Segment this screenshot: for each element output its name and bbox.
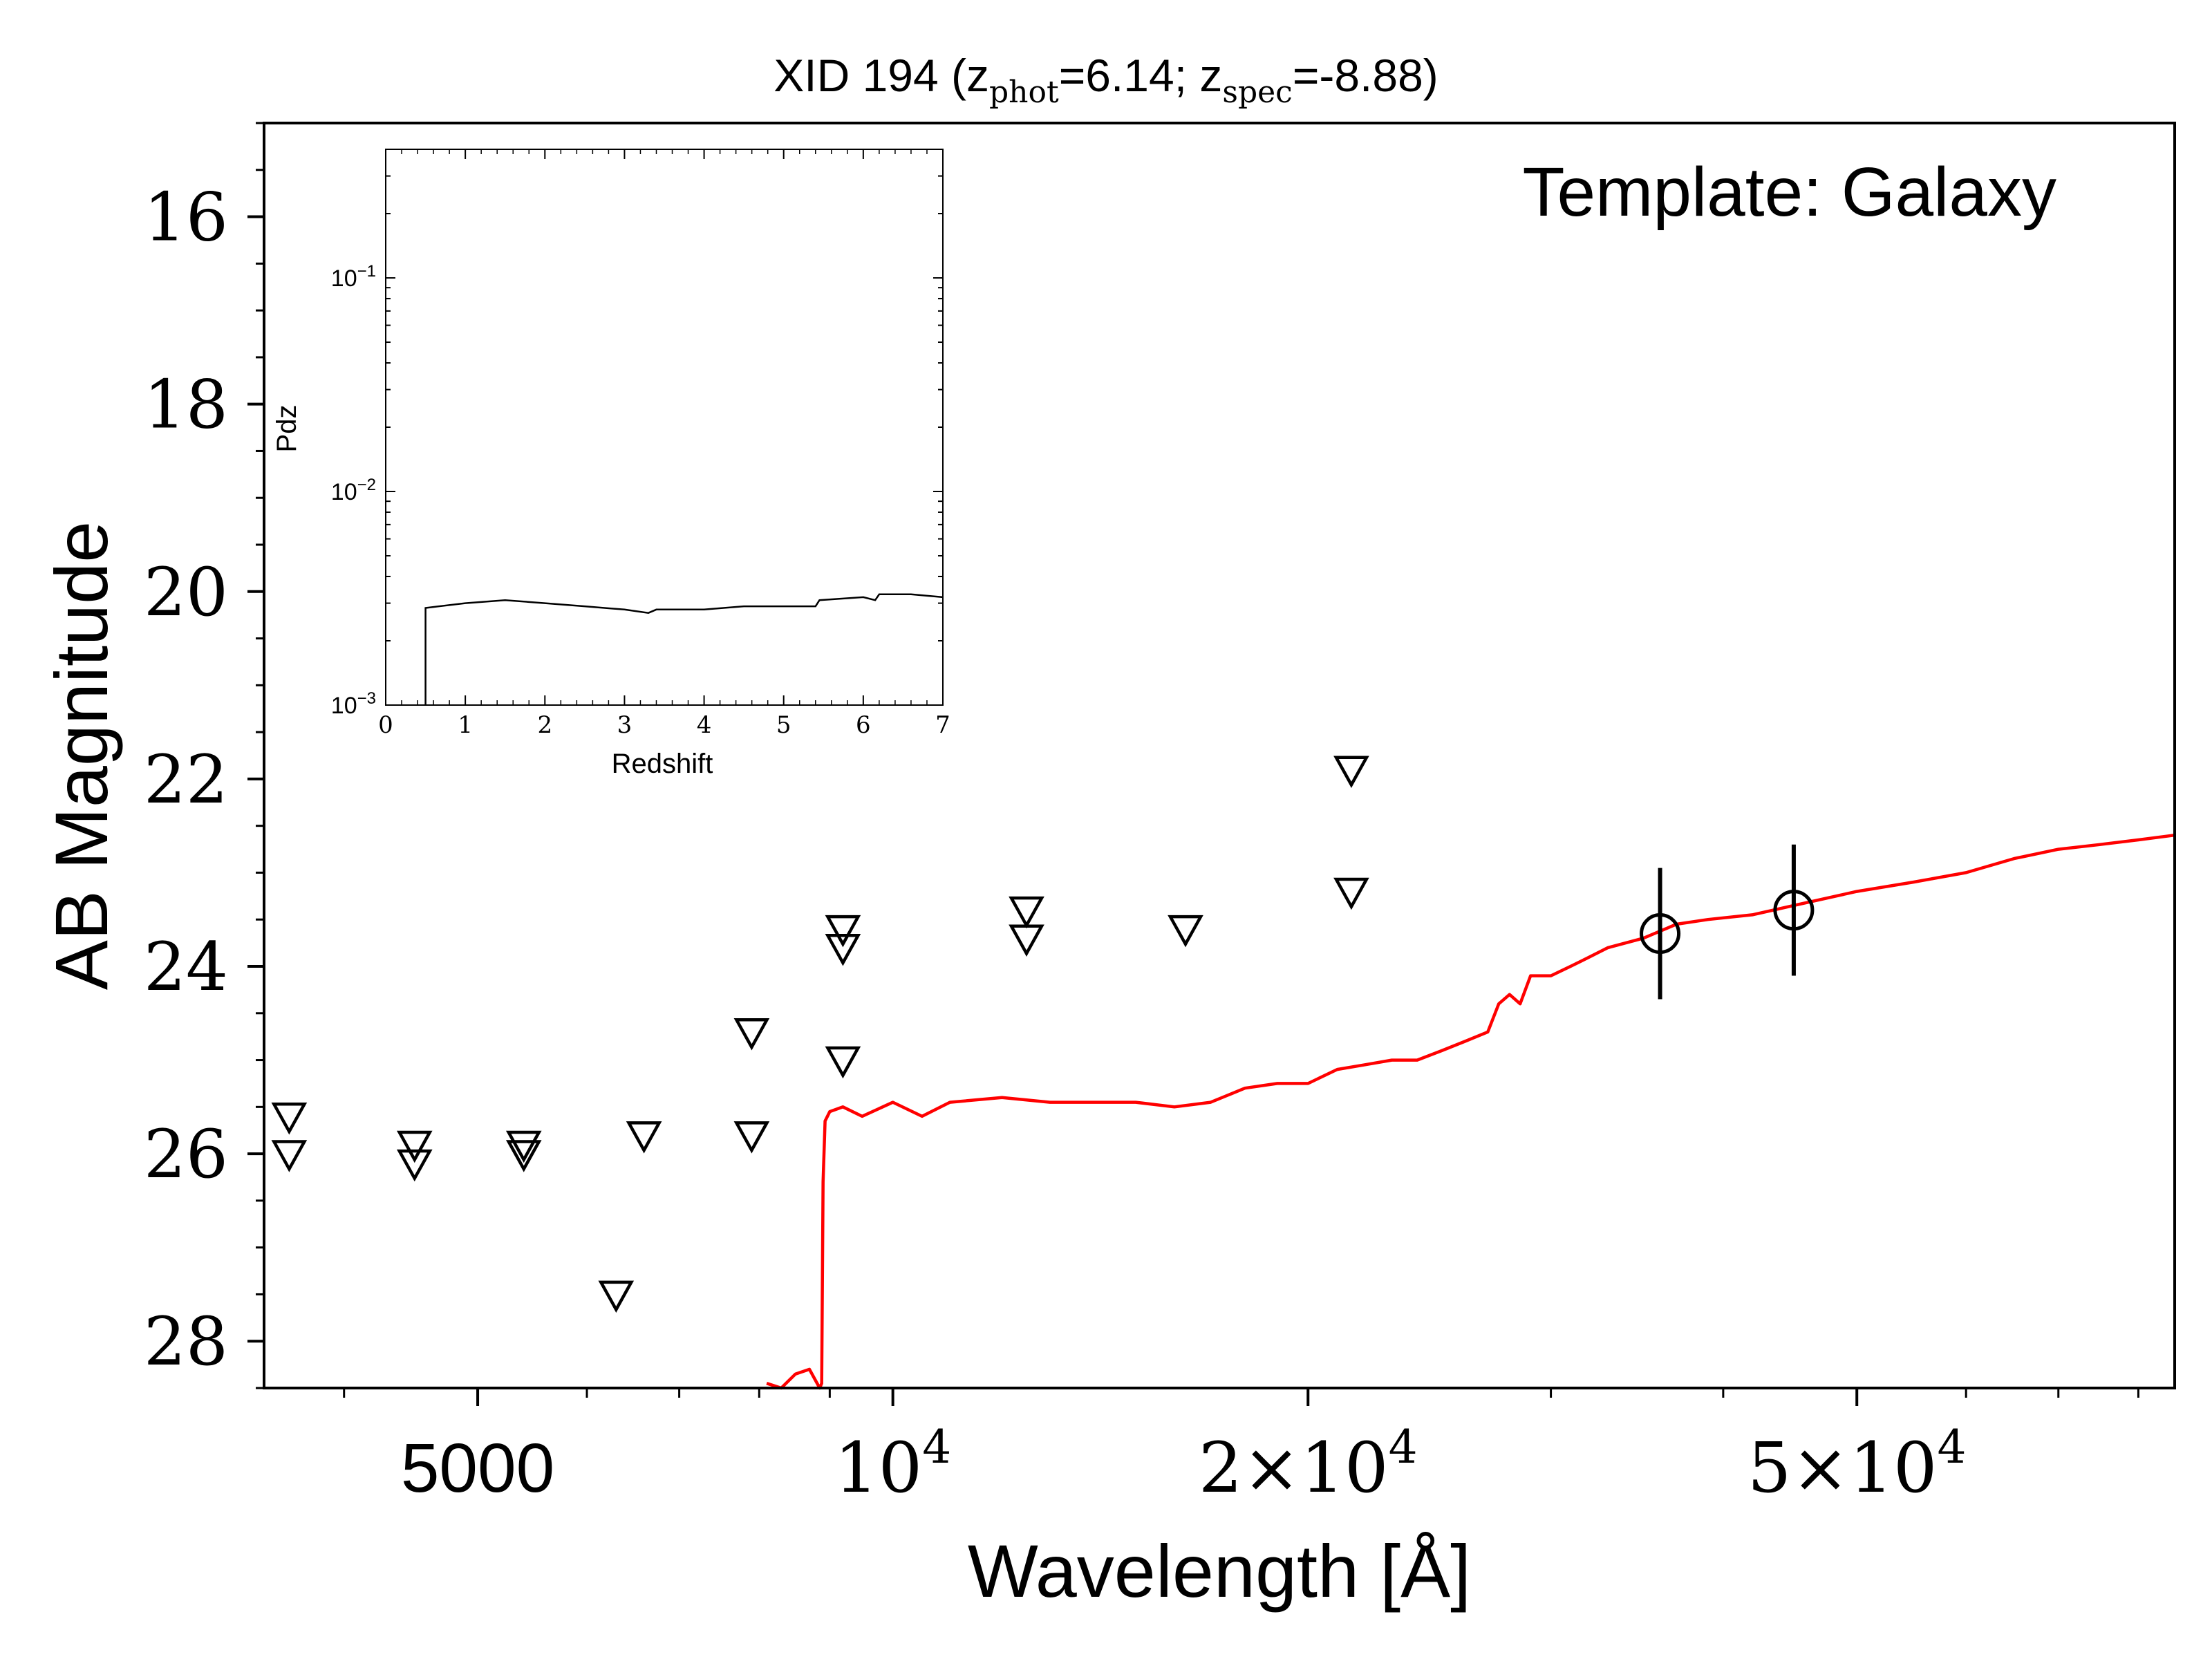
detection-marker bbox=[1640, 913, 1681, 955]
title-part-mid: =6.14; z bbox=[1059, 50, 1223, 101]
upper-limit-marker bbox=[825, 915, 861, 948]
x-tick-base: 10 bbox=[834, 1427, 922, 1508]
y-tick-label: 16 bbox=[144, 179, 228, 256]
upper-limit-marker bbox=[396, 1130, 433, 1163]
inset-x-ticks: 0 1 2 3 4 5 6 7 bbox=[378, 149, 950, 739]
upper-limit-marker bbox=[1333, 756, 1369, 788]
upper-limit-marker bbox=[1333, 877, 1369, 910]
inset-y-tick-base: 10 bbox=[331, 265, 357, 292]
upper-limit-marker bbox=[733, 1121, 770, 1154]
inset-x-tick-label: 5 bbox=[776, 711, 791, 739]
upper-limit-marker bbox=[505, 1130, 542, 1163]
y-axis-label: AB Magnitude bbox=[39, 521, 123, 990]
plot-frame bbox=[263, 122, 2176, 1389]
upper-limit-marker bbox=[733, 1018, 770, 1051]
inset-y-tick-label: 10−2 bbox=[331, 476, 376, 505]
upper-limit-marker bbox=[825, 1046, 861, 1079]
template-annotation: Template: Galaxy bbox=[1522, 153, 2056, 231]
title-part-main: XID 194 (z bbox=[774, 50, 989, 101]
upper-limit-marker bbox=[1009, 924, 1044, 957]
pdz-curve bbox=[424, 593, 944, 705]
x-axis-label: Wavelength [Å] bbox=[968, 1529, 1471, 1613]
y-tick-label: 20 bbox=[144, 554, 228, 631]
template-sed bbox=[766, 833, 2175, 1390]
upper-limit-marker bbox=[396, 1149, 433, 1182]
upper-limit-marker bbox=[505, 1140, 542, 1172]
inset-x-tick-label: 0 bbox=[378, 711, 393, 739]
y-tick-label: 28 bbox=[144, 1303, 228, 1380]
upper-limit-marker bbox=[1009, 896, 1044, 929]
inset-y-tick-exponent: −2 bbox=[357, 476, 376, 494]
y-tick-label: 18 bbox=[144, 366, 228, 444]
inset-x-tick-label: 3 bbox=[617, 711, 632, 739]
x-tick-exponent: 4 bbox=[1938, 1421, 1967, 1474]
inset-y-tick-base: 10 bbox=[331, 693, 357, 719]
upper-limit-marker bbox=[271, 1140, 308, 1172]
inset-y-tick-label: 10−1 bbox=[331, 262, 376, 292]
title-sub-spec: spec bbox=[1222, 75, 1292, 110]
x-axis-ticks: 5000 104 2×104 5×104 bbox=[343, 1388, 2139, 1508]
photometry-markers bbox=[271, 756, 1815, 1313]
inset-y-label: Pdz bbox=[272, 405, 302, 453]
inset-x-tick-label: 6 bbox=[856, 711, 871, 739]
upper-limit-marker bbox=[598, 1280, 635, 1313]
x-tick-label: 5×104 bbox=[1747, 1421, 1967, 1508]
title-part-end: =-8.88) bbox=[1293, 50, 1438, 101]
upper-limit-marker bbox=[271, 1103, 308, 1135]
x-tick-label: 104 bbox=[834, 1421, 951, 1508]
x-tick-base: 2×10 bbox=[1199, 1427, 1389, 1508]
inset-y-tick-exponent: −3 bbox=[357, 689, 376, 708]
inset-y-tick-exponent: −1 bbox=[357, 262, 376, 281]
y-tick-label: 22 bbox=[144, 741, 228, 818]
inset-y-ticks: 10−110−210−3 bbox=[331, 149, 943, 719]
inset-y-tick-label: 10−3 bbox=[331, 689, 376, 719]
chart-title: XID 194 (zphot=6.14; zspec=-8.88) bbox=[774, 50, 1438, 110]
upper-limit-marker bbox=[1168, 915, 1203, 948]
upper-limit-marker bbox=[626, 1121, 662, 1154]
template-line bbox=[766, 833, 2175, 1390]
pdz-line bbox=[424, 593, 944, 705]
x-tick-exponent: 4 bbox=[1389, 1421, 1418, 1474]
x-tick-base: 5×10 bbox=[1747, 1427, 1938, 1508]
inset-x-tick-label: 2 bbox=[537, 711, 552, 739]
inset-x-label: Redshift bbox=[612, 749, 713, 779]
inset-x-tick-label: 1 bbox=[458, 711, 473, 739]
y-tick-label: 24 bbox=[144, 928, 228, 1006]
detection-marker bbox=[1773, 890, 1815, 931]
x-tick-label: 5000 bbox=[401, 1430, 554, 1507]
y-tick-label: 26 bbox=[144, 1116, 228, 1193]
title-sub-phot: phot bbox=[989, 75, 1059, 110]
x-tick-exponent: 4 bbox=[922, 1421, 951, 1474]
inset-x-tick-label: 4 bbox=[697, 711, 712, 739]
x-tick-base: 5000 bbox=[401, 1430, 554, 1507]
inset-x-tick-label: 7 bbox=[935, 711, 950, 739]
upper-limit-marker bbox=[825, 934, 861, 966]
inset-plot-area bbox=[386, 149, 943, 705]
inset-y-tick-base: 10 bbox=[331, 479, 357, 505]
x-tick-label: 2×104 bbox=[1199, 1421, 1418, 1508]
y-axis-ticks: 16 18 20 22 24 26 28 bbox=[144, 122, 264, 1389]
